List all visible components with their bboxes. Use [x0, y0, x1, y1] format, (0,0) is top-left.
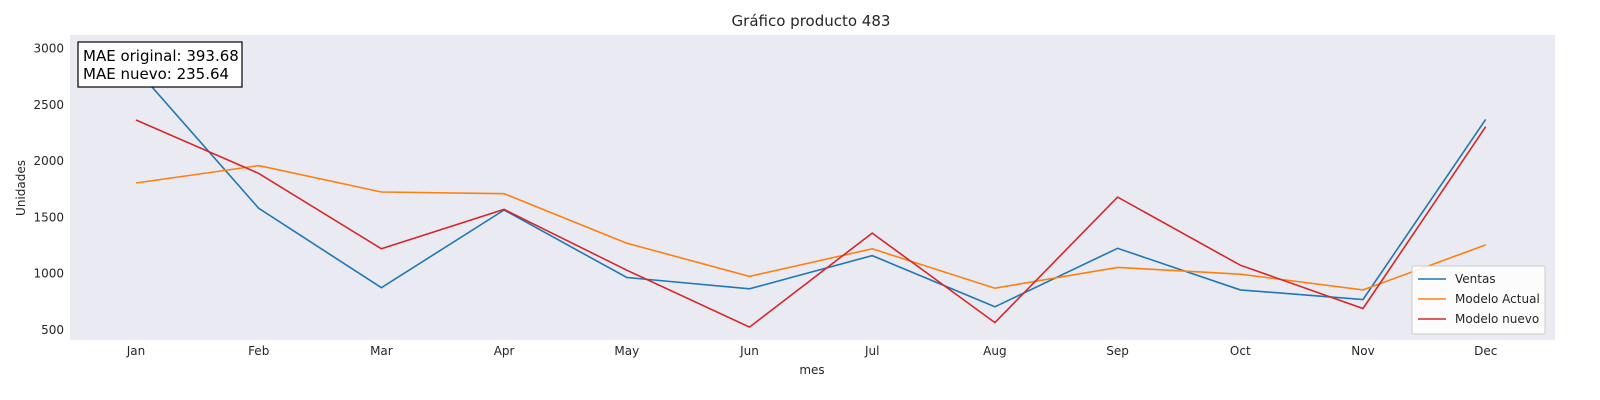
x-tick-label: Nov	[1351, 344, 1374, 358]
y-tick-label: 3000	[33, 42, 64, 56]
x-tick-label: Jul	[864, 344, 879, 358]
mae-annotation-box: MAE original: 393.68 MAE nuevo: 235.64	[77, 41, 243, 88]
x-tick-label: Aug	[983, 344, 1006, 358]
x-tick-label: May	[614, 344, 639, 358]
y-axis-label: Unidades	[14, 160, 28, 216]
x-tick-label: Jan	[126, 344, 146, 358]
series-line-modelo-nuevo	[135, 119, 1487, 329]
series-layer	[135, 68, 1487, 329]
x-tick-label: Feb	[248, 344, 269, 358]
mae-original-text: MAE original: 393.68	[83, 47, 239, 65]
y-tick-label: 1500	[33, 210, 64, 224]
legend-entry-modelo-actual: Modelo Actual	[1455, 292, 1540, 306]
x-tick-label: Sep	[1106, 344, 1129, 358]
mae-nuevo-text: MAE nuevo: 235.64	[83, 65, 229, 83]
y-tick-label: 2000	[33, 154, 64, 168]
chart-title: Gráfico producto 483	[732, 12, 891, 30]
y-tick-label: 500	[41, 323, 64, 337]
legend-entry-ventas: Ventas	[1455, 272, 1496, 286]
x-tick-label: Dec	[1474, 344, 1497, 358]
y-tick-labels: 500 1000 1500 2000 2500 3000	[33, 42, 64, 337]
x-tick-labels: Jan Feb Mar Apr May Jun Jul Aug Sep Oct Nov Dec	[126, 344, 1498, 358]
series-line-modelo-actual	[135, 164, 1486, 291]
y-tick-label: 1000	[33, 267, 64, 281]
x-tick-label: Mar	[370, 344, 393, 358]
x-tick-label: Apr	[494, 344, 515, 358]
y-tick-label: 2500	[33, 98, 64, 112]
x-tick-label: Oct	[1230, 344, 1251, 358]
series-line-ventas	[135, 68, 1487, 308]
x-tick-label: Jun	[739, 344, 759, 358]
legend: Ventas Modelo Actual Modelo nuevo	[1411, 265, 1546, 335]
plot-area	[70, 35, 1555, 340]
x-axis-label: mes	[799, 363, 824, 377]
legend-entry-modelo-nuevo: Modelo nuevo	[1455, 312, 1539, 326]
